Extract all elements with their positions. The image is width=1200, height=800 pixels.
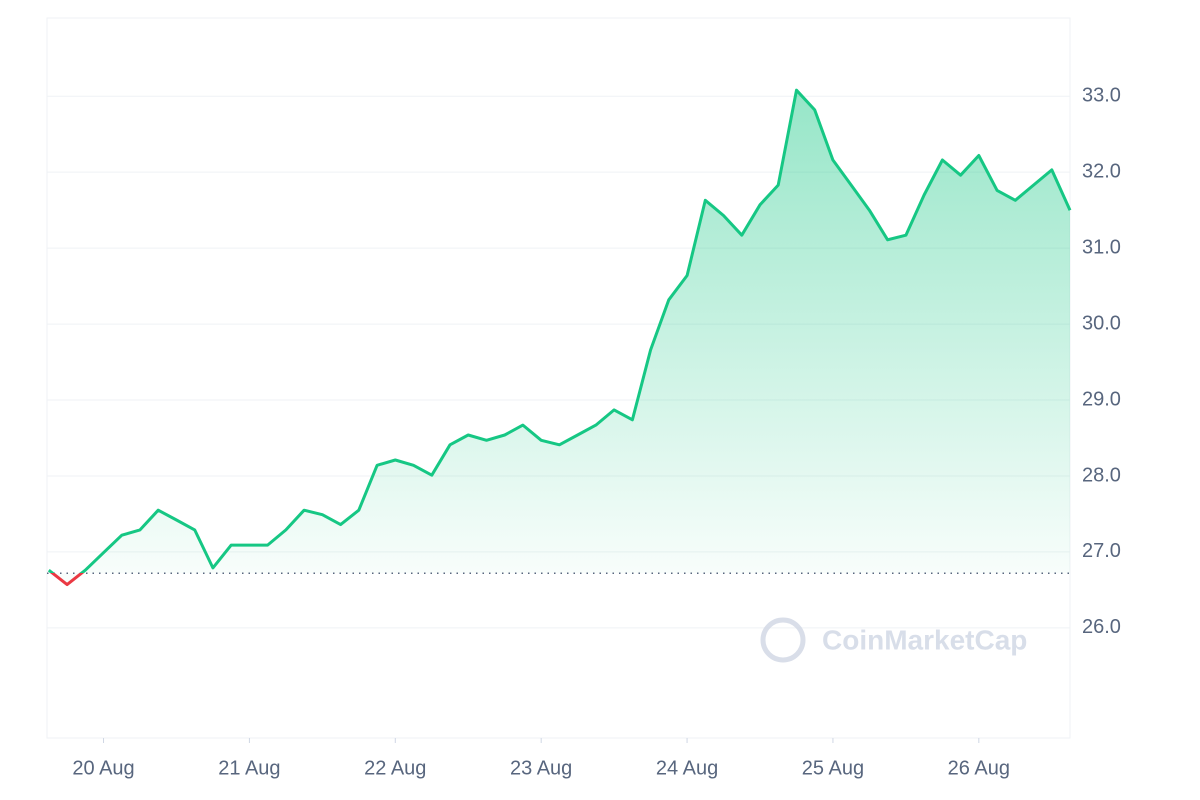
x-tick-label: 22 Aug [364,757,426,779]
y-tick-label: 29.0 [1082,388,1121,410]
x-tick-label: 24 Aug [656,757,718,779]
x-tick-label: 21 Aug [218,757,280,779]
x-tick-label: 23 Aug [510,757,572,779]
y-tick-label: 33.0 [1082,85,1121,107]
price-area [48,90,1071,585]
x-tick-label: 25 Aug [802,757,864,779]
y-tick-label: 26.0 [1082,616,1121,638]
y-tick-label: 31.0 [1082,236,1121,258]
y-tick-label: 28.0 [1082,464,1121,486]
watermark: CoinMarketCap [822,624,1027,655]
y-tick-label: 32.0 [1082,160,1121,182]
watermark-logo [760,617,806,663]
price-line [47,88,1072,587]
x-tick-label: 26 Aug [948,757,1010,779]
y-tick-label: 27.0 [1082,540,1121,562]
x-tick-label: 20 Aug [72,757,134,779]
plot: 26.0 27.0 28.0 29.0 30.0 31.0 32.0 33.0 20 Aug 21… [47,85,1121,779]
y-tick-label: 30.0 [1082,312,1121,334]
